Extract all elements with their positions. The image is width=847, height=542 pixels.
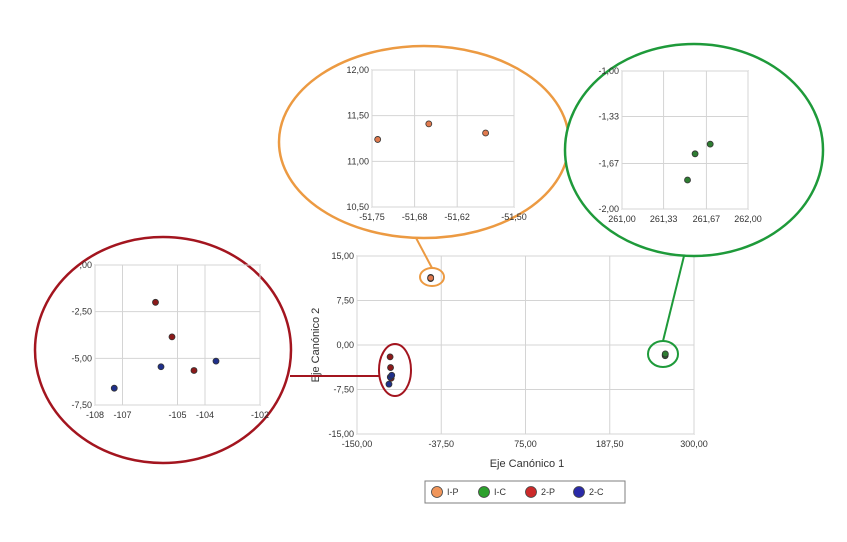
- red-zoom-point-2-c: [157, 363, 165, 371]
- main-plot-point-2-p: [386, 353, 394, 361]
- main-plot-point-2-p: [387, 364, 394, 371]
- red-zoom-point-2-c: [110, 384, 118, 392]
- main-plot-point-2-c: [385, 380, 393, 388]
- legend-label-2-c: 2-C: [589, 487, 604, 497]
- red-zoom-point-2-p: [168, 333, 176, 341]
- green-zoom-y-tick-label: -1,00: [598, 66, 619, 76]
- orange-zoom-y-tick-label: 11,50: [347, 111, 369, 121]
- green-zoom-x-tick-label: 261,67: [693, 214, 721, 224]
- orange-zoom-inset: -51,75 -51,68 -51,62 -51,50 12,00 11,50 11,00 1…: [346, 65, 526, 222]
- orange-zoom-ellipse: [277, 44, 571, 240]
- legend-label-2-p: 2-P: [541, 487, 555, 497]
- red-zoom-ellipse: [33, 235, 293, 465]
- green-zoom-ellipse: [563, 42, 825, 258]
- orange-zoom-point-i-p: [374, 136, 382, 143]
- main-plot: Eje Canónico 1 Eje Canónico 2 -150,00 -37…: [310, 251, 708, 470]
- orange-zoom-x-tick-label: -51,62: [444, 212, 470, 222]
- green-zoom-point-i-c: [691, 150, 699, 158]
- main-plot-x-tick-label: -37,50: [428, 439, 454, 449]
- main-plot-x-tick-label: 187,50: [596, 439, 624, 449]
- legend-marker-i-c: [478, 486, 490, 498]
- orange-zoom-y-tick-label: 10,50: [346, 202, 369, 212]
- orange-zoom-x-tick-label: -51,50: [501, 212, 527, 222]
- red-zoom-y-tick-label: -7,50: [71, 400, 92, 410]
- legend-marker-2-c: [573, 486, 585, 498]
- main-plot-point-2-c: [388, 371, 396, 379]
- orange-zoom-point-i-p: [425, 120, 433, 128]
- red-zoom-y-tick-label: -5,00: [71, 353, 92, 363]
- main-plot-y-tick-label: 15,00: [331, 251, 354, 261]
- red-zoom-x-tick-label: -105: [168, 410, 186, 420]
- x-axis-label: Eje Canónico 1: [490, 458, 565, 470]
- green-zoom-y-tick-label: -2,00: [598, 204, 619, 214]
- orange-zoom-x-tick-label: -51,75: [359, 212, 385, 222]
- green-zoom-point-i-c: [684, 176, 691, 184]
- red-zoom-inset: -108 -107 -105 -104 -102 ,00 -2,50 -5,00 -7,50: [71, 260, 269, 420]
- legend-label-i-c: I-C: [494, 487, 506, 497]
- green-zoom-y-tick-label: -1,67: [598, 158, 619, 168]
- red-zoom-x-tick-label: -108: [86, 410, 104, 420]
- main-plot-x-tick-label: -150,00: [342, 439, 373, 449]
- red-zoom-point-2-p: [190, 367, 198, 374]
- main-plot-y-tick-label: 0,00: [336, 340, 354, 350]
- legend-box: [424, 480, 626, 504]
- green-zoom-y-tick-label: -1,33: [598, 112, 619, 122]
- main-plot-y-tick-label: -7,50: [333, 385, 354, 395]
- main-plot-point-i-p: [427, 274, 435, 282]
- main-plot-point-i-c: [661, 350, 669, 358]
- green-zoom-x-tick-label: 261,00: [608, 214, 636, 224]
- green-connector-line: [662, 255, 685, 342]
- legend: I-P I-C 2-P 2-C: [424, 480, 626, 504]
- red-zoom-x-tick-label: -102: [251, 410, 269, 420]
- red-zoom-x-tick-label: -104: [196, 410, 214, 420]
- green-zoom-x-tick-label: 261,33: [650, 214, 678, 224]
- main-plot-y-tick-label: -15,00: [328, 429, 354, 439]
- red-zoom-y-tick-label: -2,50: [71, 307, 92, 317]
- orange-zoom-y-tick-label: 11,00: [347, 156, 369, 166]
- legend-marker-2-p: [525, 486, 537, 498]
- green-zoom-x-tick-label: 262,00: [734, 214, 762, 224]
- red-zoom-y-tick-label: ,00: [79, 260, 92, 270]
- main-plot-x-tick-label: 75,00: [514, 439, 537, 449]
- main-plot-x-tick-label: 300,00: [680, 439, 708, 449]
- legend-label-i-p: I-P: [447, 487, 459, 497]
- orange-zoom-point-i-p: [482, 129, 490, 137]
- orange-zoom-y-tick-label: 12,00: [346, 65, 369, 75]
- red-zoom-point-2-p: [152, 298, 159, 306]
- green-zoom-inset: 261,00 261,33 261,67 262,00 -1,00 -1,33 -1,67 -…: [598, 66, 761, 224]
- orange-zoom-x-tick-label: -51,68: [402, 212, 428, 222]
- orange-connector-line: [414, 235, 433, 269]
- green-zoom-point-i-c: [706, 140, 714, 148]
- main-plot-y-tick-label: 7,50: [336, 296, 354, 306]
- y-axis-label: Eje Canónico 2: [310, 308, 322, 383]
- red-highlight-ellipse: [378, 343, 412, 397]
- legend-marker-i-p: [431, 486, 443, 498]
- red-zoom-x-tick-label: -107: [113, 410, 131, 420]
- red-zoom-point-2-c: [212, 357, 220, 365]
